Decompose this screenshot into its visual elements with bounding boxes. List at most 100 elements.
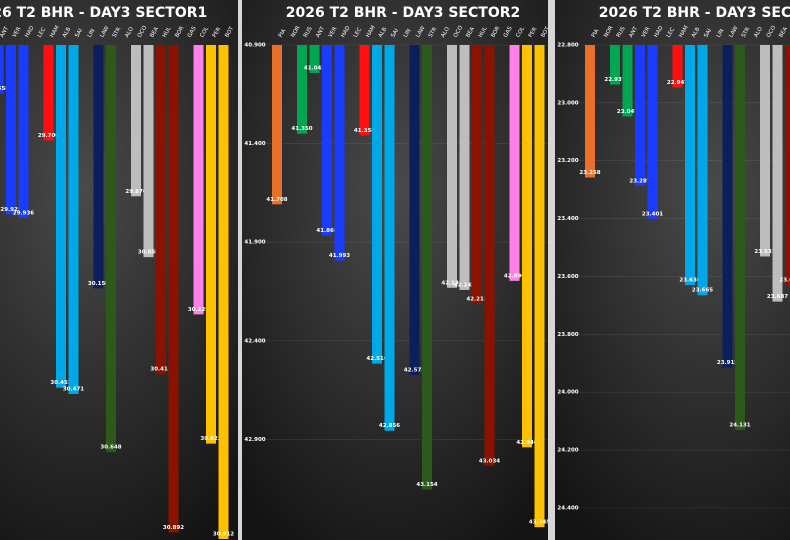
value-label: 23.630 — [679, 278, 700, 284]
value-label: 41.042 — [304, 66, 325, 72]
chart-title: 2026 T2 BHR - DAY3 SECTOR3 — [599, 5, 790, 21]
category-label: SAI — [390, 28, 400, 39]
y-tick-label: 24.200 — [557, 448, 578, 454]
category-label: OCO — [137, 24, 149, 38]
category-label: LAW — [728, 25, 740, 39]
category-label: ANT — [0, 25, 10, 38]
category-label: COL — [199, 25, 210, 39]
category-label: BOR — [490, 25, 501, 38]
value-label: 30.411 — [150, 367, 171, 373]
category-label: NOR — [290, 25, 301, 39]
value-label: 42.516 — [366, 356, 387, 362]
bar — [622, 45, 633, 117]
bar — [309, 45, 320, 74]
chart-panel: 2026 T2 BHR - DAY3 SECTOR3 22.800 23.000 23… — [555, 0, 790, 540]
bar — [68, 45, 79, 394]
bar — [610, 45, 620, 85]
category-label: STR — [428, 26, 439, 38]
bar — [106, 45, 116, 453]
value-label: 30.648 — [100, 445, 121, 451]
category-label: BEA — [778, 26, 789, 39]
category-label: HAM — [678, 25, 690, 39]
category-label: BOT — [540, 25, 548, 38]
category-label: GAS — [187, 25, 198, 38]
value-label: 42.131 — [441, 280, 462, 286]
bar — [785, 45, 790, 286]
category-label: PIA — [591, 28, 601, 39]
category-label: STR — [741, 26, 752, 38]
bar — [272, 45, 282, 205]
value-label: 43.034 — [479, 458, 500, 464]
bar — [384, 45, 395, 431]
category-label: ANT — [628, 25, 639, 38]
value-label: 29.558 — [0, 86, 9, 92]
bar — [735, 45, 745, 431]
bar — [472, 45, 482, 304]
value-label: 41.350 — [291, 126, 312, 132]
value-label: 30.229 — [188, 307, 209, 313]
value-label: 43.345 — [529, 520, 548, 526]
value-label: 42.096 — [504, 273, 525, 279]
bar — [509, 45, 520, 281]
bar — [43, 45, 54, 141]
y-tick-label: 41.900 — [244, 240, 265, 246]
value-label: 41.358 — [354, 128, 375, 134]
value-label: 23.665 — [692, 288, 713, 294]
bar — [206, 45, 216, 444]
category-label: GAS — [503, 25, 514, 38]
category-label: LAW — [415, 25, 427, 39]
value-label: 30.452 — [50, 380, 71, 386]
category-label: STR — [112, 26, 123, 38]
category-label: HAM — [49, 25, 61, 39]
category-label: HAD — [653, 25, 664, 39]
bar — [672, 45, 683, 88]
value-label: 23.687 — [767, 294, 788, 300]
bar — [322, 45, 332, 236]
category-label: HAD — [340, 25, 351, 39]
value-label: 23.630 — [779, 278, 790, 284]
bar — [585, 45, 595, 178]
value-label: 23.258 — [579, 170, 600, 176]
category-label: NOR — [603, 25, 614, 39]
bar — [156, 45, 166, 375]
category-label: VER — [328, 26, 339, 39]
value-label: 23.047 — [617, 109, 638, 115]
bar — [522, 45, 532, 448]
category-label: HUL — [478, 25, 489, 39]
bar — [0, 45, 4, 94]
category-label: LIN — [403, 28, 413, 39]
value-label: 24.131 — [729, 423, 750, 429]
category-label: RUS — [303, 25, 314, 38]
value-label: 30.912 — [213, 532, 234, 538]
bar — [6, 45, 16, 215]
bar — [459, 45, 470, 290]
category-label: ALB — [378, 26, 389, 38]
bar — [484, 45, 495, 466]
bar — [447, 45, 457, 288]
category-label: ANT — [315, 25, 326, 38]
y-tick-label: 23.400 — [557, 216, 578, 222]
chart-panel: 2026 T2 BHR - DAY3 SECTOR1PIANORRUSANT29… — [0, 0, 238, 540]
category-label: LEC — [353, 27, 363, 39]
bar — [297, 45, 307, 134]
chart-panel: 2026 T2 BHR - DAY3 SECTOR2 40.900 41.400 41… — [242, 0, 548, 540]
category-label: BEA — [149, 26, 160, 39]
bar — [409, 45, 420, 375]
y-tick-label: 23.800 — [557, 332, 578, 338]
category-label: LIN — [716, 28, 726, 39]
panel-background — [242, 0, 548, 540]
bar — [56, 45, 66, 388]
bar — [18, 45, 29, 219]
value-label: 43.154 — [416, 482, 437, 488]
value-label: 29.925 — [0, 207, 21, 213]
y-tick-label: 24.000 — [557, 390, 578, 396]
category-label: VER — [12, 26, 23, 39]
bar — [218, 45, 229, 540]
category-label: HAD — [24, 25, 35, 39]
chart-title: 2026 T2 BHR - DAY3 SECTOR1 — [0, 5, 207, 21]
category-label: PIA — [278, 28, 288, 39]
value-label: 42.856 — [379, 423, 400, 429]
y-tick-label: 23.200 — [557, 158, 578, 164]
value-label: 42.142 — [454, 282, 475, 288]
